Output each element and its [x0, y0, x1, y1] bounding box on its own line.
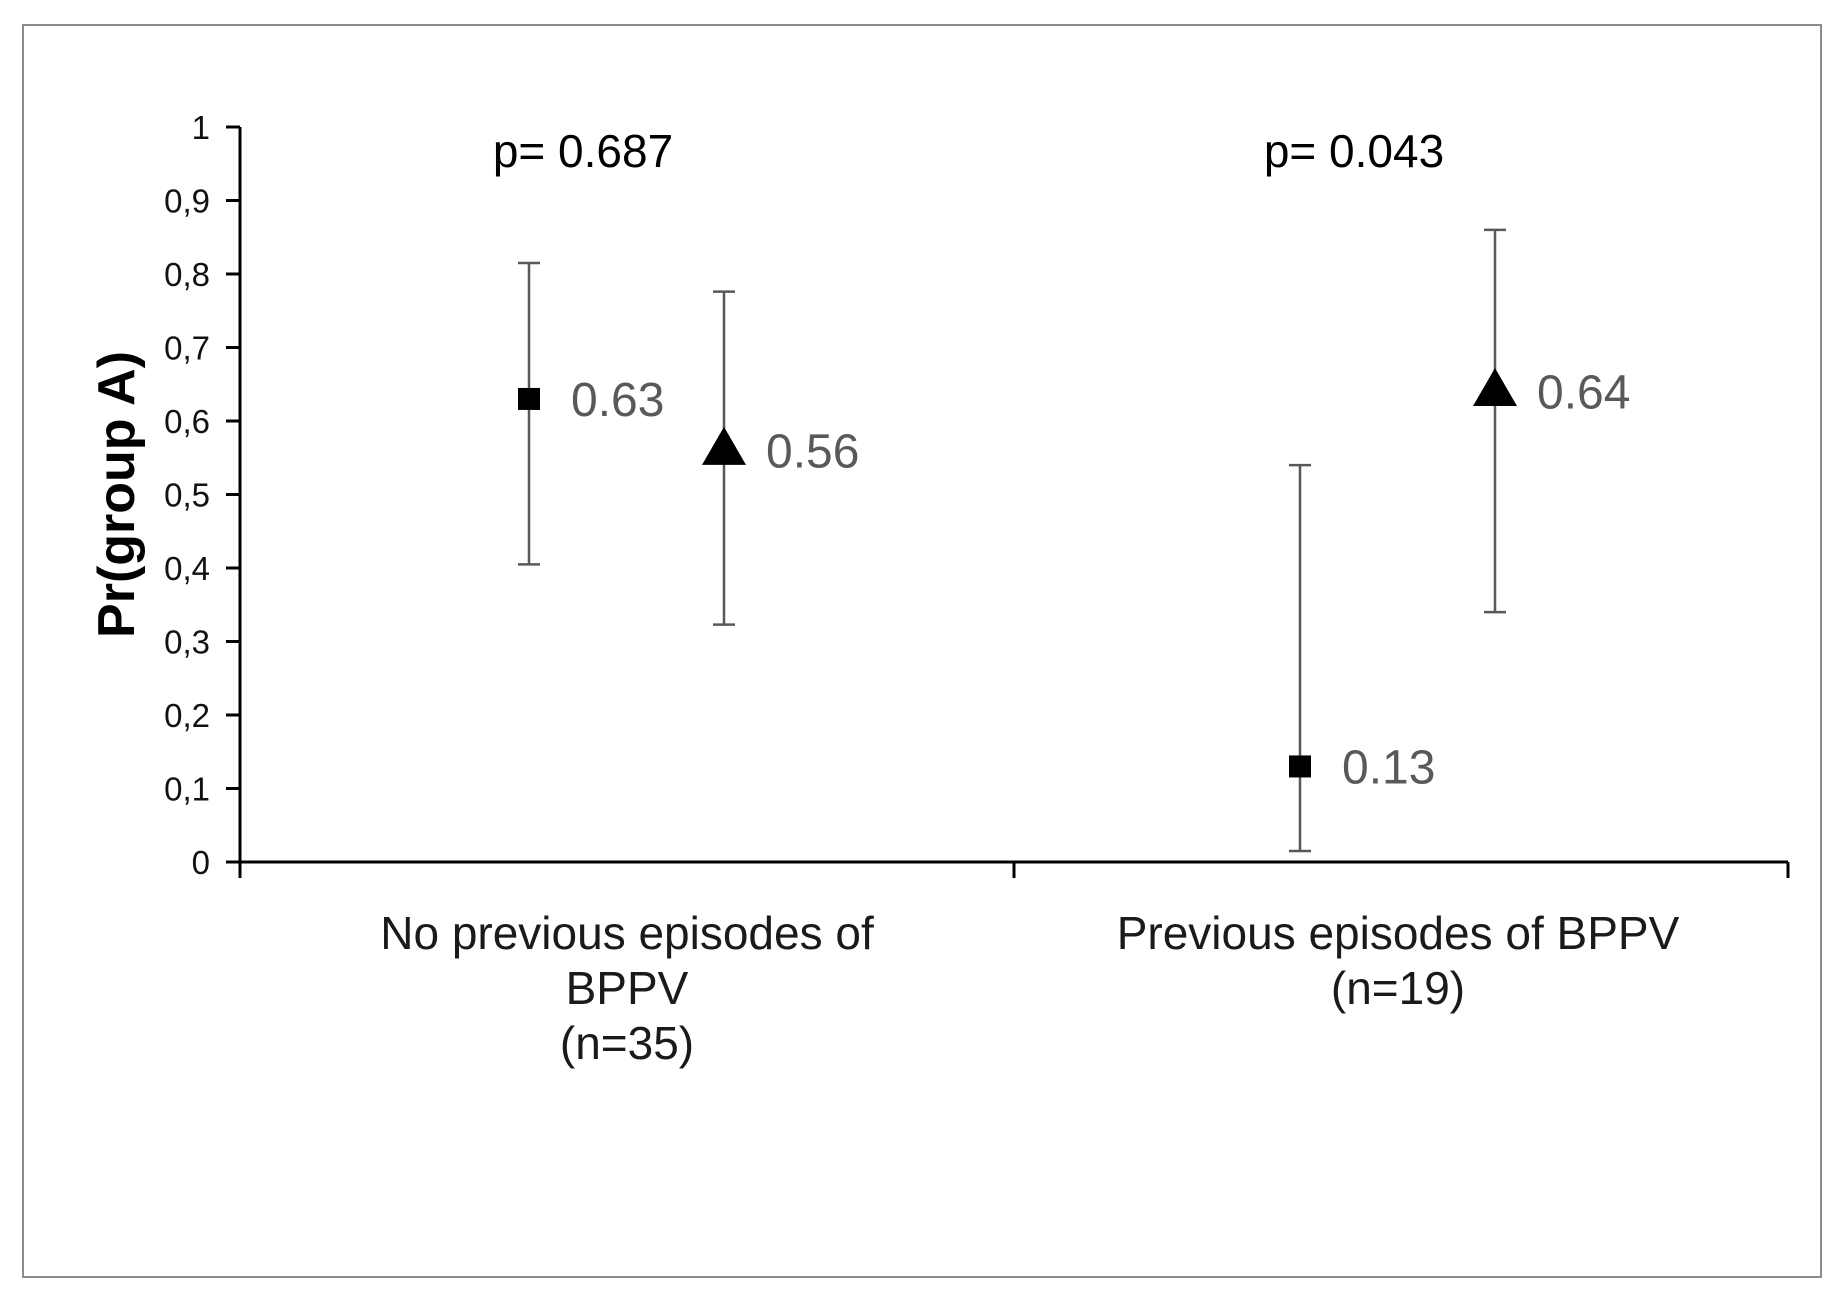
marks	[518, 228, 1517, 853]
triangle-marker-1	[1473, 368, 1517, 407]
y-tick-label-3: 0,3	[164, 624, 210, 661]
data-label-1-1: 0.64	[1537, 367, 1630, 420]
square-marker-0	[518, 387, 540, 410]
y-tick-label-8: 0,8	[164, 256, 210, 293]
category-label-0-line-0: No previous episodes of	[380, 907, 874, 959]
data-label-0-0: 0.63	[571, 374, 664, 427]
y-tick-label-0: 0	[192, 844, 210, 881]
square-marker-1	[1289, 755, 1311, 778]
error-bar-0-0	[518, 261, 540, 566]
error-bar-1-1	[1484, 228, 1506, 614]
axes	[226, 125, 1790, 878]
y-axis-title: Pr(group A)	[88, 351, 146, 638]
chart-svg: 0 0,1 0,2 0,3 0,4 0,5 0,6 0,7 0,8 0,9 1 Pr(group A)…	[88, 109, 1790, 1069]
data-label-0-1: 0.13	[1342, 741, 1435, 794]
y-tick-label-10: 1	[192, 109, 210, 146]
chart-frame: 0 0,1 0,2 0,3 0,4 0,5 0,6 0,7 0,8 0,9 1 Pr(group A)…	[22, 24, 1822, 1278]
y-tick-label-5: 0,5	[164, 477, 210, 514]
error-bar-0-1	[1289, 463, 1311, 853]
p-value-annotation-0: p= 0.687	[493, 125, 673, 177]
category-label-0-line-2: (n=35)	[560, 1017, 694, 1069]
labels: 0 0,1 0,2 0,3 0,4 0,5 0,6 0,7 0,8 0,9 1 Pr(group A)…	[88, 109, 1680, 1069]
p-value-annotation-1: p= 0.043	[1264, 125, 1444, 177]
y-tick-label-9: 0,9	[164, 183, 210, 220]
y-tick-label-6: 0,6	[164, 403, 210, 440]
category-label-0-line-1: BPPV	[566, 962, 689, 1014]
y-tick-label-2: 0,2	[164, 697, 210, 734]
category-label-1-line-0: Previous episodes of BPPV	[1117, 907, 1680, 959]
data-label-1-0: 0.56	[766, 425, 859, 478]
triangle-marker-0	[702, 426, 746, 465]
category-label-1-line-1: (n=19)	[1331, 962, 1465, 1014]
y-tick-label-4: 0,4	[164, 550, 210, 587]
y-tick-label-1: 0,1	[164, 771, 210, 808]
y-tick-label-7: 0,7	[164, 330, 210, 367]
